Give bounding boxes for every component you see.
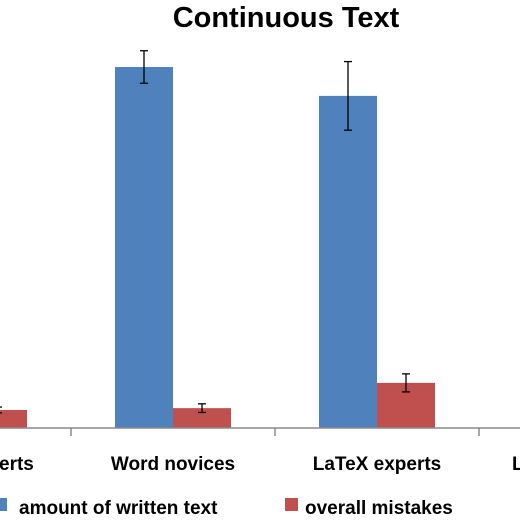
tick-label-latex-novices: L [512,454,520,475]
tick-label-word-experts: erts [0,454,34,475]
chart-title: Continuous Text [173,2,400,34]
legend-label-mistakes: overall mistakes [305,498,453,519]
error-bar-written-text-1 [140,50,148,84]
legend: amount of written text overall mistakes [0,498,453,519]
error-bar-written-text-2 [344,60,352,131]
legend-swatch-mistakes [285,498,298,511]
error-bar-mistakes-1 [198,403,206,414]
bars-layer [0,67,435,428]
bar-mistakes-1 [173,408,231,428]
legend-label-written-text: amount of written text [19,498,218,519]
bar-mistakes-0 [0,409,27,428]
x-axis-ticks [70,428,480,436]
bar-written-text-1 [115,67,173,428]
error-bar-mistakes-0 [0,406,2,414]
tick-label-latex-experts: LaTeX experts [313,454,441,475]
error-bars-layer [0,50,410,414]
tick-label-word-novices: Word novices [111,454,235,475]
bar-written-text-2 [319,95,377,428]
error-bar-mistakes-2 [402,373,410,393]
legend-swatch-written-text [0,498,7,511]
